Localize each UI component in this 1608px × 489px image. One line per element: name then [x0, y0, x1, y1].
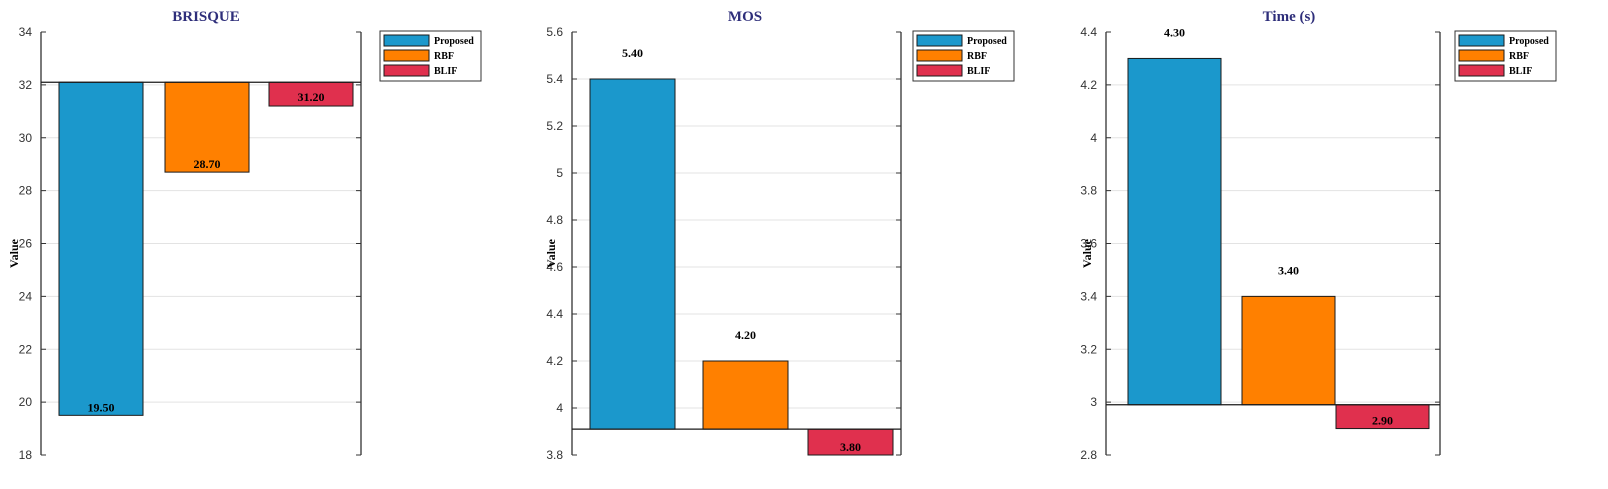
legend-label-rbf: RBF — [967, 51, 987, 62]
legend-label-proposed: Proposed — [1509, 36, 1549, 47]
chart-title: MOS — [728, 9, 762, 25]
y-tick-label: 4.4 — [546, 307, 563, 321]
legend-swatch-rbf — [916, 49, 963, 62]
y-tick-label: 28 — [19, 184, 33, 198]
y-tick-label: 5.2 — [546, 119, 563, 133]
y-tick-label: 34 — [19, 25, 33, 39]
chart-title: BRISQUE — [172, 9, 240, 25]
legend-swatch-rbf — [1458, 49, 1505, 62]
legend-swatch-blif — [1458, 64, 1505, 77]
legend: Proposed RBF BLIF — [379, 30, 482, 82]
y-tick-label: 3.8 — [1080, 184, 1097, 198]
data-label-blif: 31.20 — [298, 90, 325, 104]
legend-swatch-blif — [383, 64, 430, 77]
bar-proposed — [589, 78, 676, 430]
legend-label-rbf: RBF — [1509, 51, 1529, 62]
y-axis-label: Value — [7, 238, 21, 268]
legend-label-blif: BLIF — [1509, 66, 1532, 77]
data-label-proposed: 19.50 — [88, 400, 115, 414]
data-label-blif: 2.90 — [1372, 414, 1393, 428]
y-axis-label: Value — [1080, 238, 1094, 268]
legend-label-blif: BLIF — [434, 66, 457, 77]
chart-mos: 3.8 4 4.2 4.4 4.6 4.8 5 5.2 5.4 5.6 5.40 4.20 3.80 MO… — [544, 9, 1015, 462]
chart-time-s: 2.8 3 3.2 3.4 3.6 3.8 4 4.2 4.4 4.30 3.40 2.90 Time … — [1080, 9, 1557, 462]
bar-rbf — [164, 81, 250, 173]
y-tick-label: 5 — [556, 166, 563, 180]
y-tick-label: 3 — [1090, 395, 1097, 409]
data-label-rbf: 3.40 — [1278, 263, 1299, 277]
y-tick-label: 3.8 — [546, 448, 563, 462]
y-tick-label: 3.6 — [1080, 237, 1097, 251]
y-tick-label: 2.8 — [1080, 448, 1097, 462]
legend-swatch-rbf — [383, 49, 430, 62]
legend-label-proposed: Proposed — [434, 36, 474, 47]
legend: Proposed RBF BLIF — [1454, 30, 1557, 82]
y-tick-label: 20 — [19, 395, 33, 409]
y-tick-label: 18 — [19, 448, 33, 462]
y-tick-label: 4 — [1090, 131, 1097, 145]
legend: Proposed RBF BLIF — [912, 30, 1015, 82]
chart-title: Time (s) — [1263, 9, 1316, 25]
y-tick-label: 24 — [19, 289, 33, 303]
data-label-rbf: 28.70 — [194, 157, 221, 171]
y-tick-label: 5.4 — [546, 72, 563, 86]
data-label-proposed: 5.40 — [622, 46, 643, 60]
legend-swatch-proposed — [1458, 34, 1505, 47]
data-label-proposed: 4.30 — [1164, 25, 1185, 39]
y-tick-label: 30 — [19, 131, 33, 145]
y-tick-label: 22 — [19, 342, 33, 356]
legend-swatch-proposed — [916, 34, 963, 47]
y-tick-label: 3.2 — [1080, 342, 1097, 356]
legend-swatch-proposed — [383, 34, 430, 47]
bar-rbf — [702, 360, 789, 430]
bar-proposed — [1127, 57, 1222, 406]
y-tick-label: 4.8 — [546, 213, 563, 227]
y-tick-label: 32 — [19, 78, 33, 92]
y-tick-label: 4.6 — [546, 260, 563, 274]
y-tick-label: 4.4 — [1080, 25, 1097, 39]
y-axis-label: Value — [544, 238, 558, 268]
data-label-blif: 3.80 — [840, 440, 861, 454]
data-label-rbf: 4.20 — [735, 328, 756, 342]
legend-label-proposed: Proposed — [967, 36, 1007, 47]
y-tick-label: 3.4 — [1080, 289, 1097, 303]
y-tick-label: 4.2 — [546, 354, 563, 368]
bar-rbf — [1241, 295, 1336, 406]
chart-brisque: 18 20 22 24 26 28 30 32 34 19.50 28.70 31.20 BRISQUE… — [7, 9, 482, 462]
y-tick-label: 4.2 — [1080, 78, 1097, 92]
y-tick-label: 5.6 — [546, 25, 563, 39]
legend-label-rbf: RBF — [434, 51, 454, 62]
legend-swatch-blif — [916, 64, 963, 77]
legend-label-blif: BLIF — [967, 66, 990, 77]
y-tick-label: 26 — [19, 237, 33, 251]
bar-proposed — [58, 81, 144, 416]
y-tick-label: 4 — [556, 401, 563, 415]
